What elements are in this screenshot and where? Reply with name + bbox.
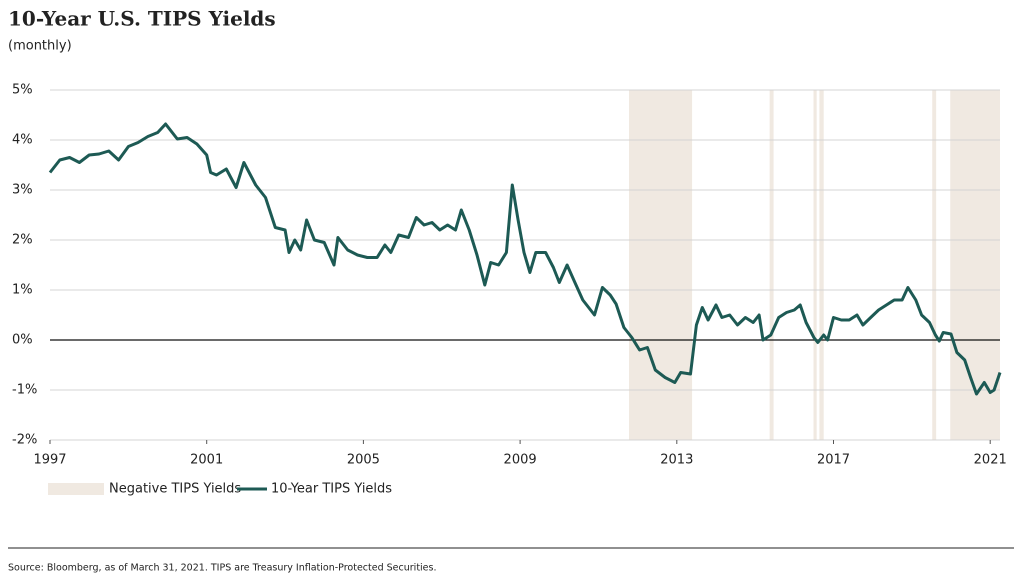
- legend-label: Negative TIPS Yields: [109, 482, 241, 497]
- shaded-region: [813, 90, 817, 440]
- yield-line: [48, 122, 1002, 396]
- shaded-region: [629, 90, 693, 440]
- x-tick-label: 1997: [33, 453, 66, 468]
- shaded-region: [950, 90, 1000, 440]
- y-tick-label: 1%: [12, 283, 33, 298]
- y-tick-label: 0%: [12, 333, 33, 348]
- legend-label: 10-Year TIPS Yields: [271, 482, 392, 497]
- x-tick-label: 2009: [504, 453, 537, 468]
- x-tick-label: 2001: [190, 453, 223, 468]
- x-tick-label: 2005: [347, 453, 380, 468]
- shaded-region: [769, 90, 774, 440]
- x-tick-label: 2017: [817, 453, 850, 468]
- x-tick-label: 2021: [974, 453, 1007, 468]
- y-tick-label: -1%: [12, 383, 37, 398]
- y-tick-label: -2%: [12, 433, 37, 448]
- source-note: Source: Bloomberg, as of March 31, 2021.…: [8, 563, 437, 574]
- shaded-region: [819, 90, 824, 440]
- shaded-region: [932, 90, 937, 440]
- legend-swatch: [48, 483, 104, 495]
- x-tick-label: 2013: [660, 453, 693, 468]
- y-tick-label: 3%: [12, 183, 33, 198]
- y-tick-label: 4%: [12, 133, 33, 148]
- y-tick-label: 2%: [12, 233, 33, 248]
- chart-subtitle: (monthly): [8, 39, 72, 54]
- chart-title: 10-Year U.S. TIPS Yields: [8, 7, 276, 31]
- y-tick-label: 5%: [12, 83, 33, 98]
